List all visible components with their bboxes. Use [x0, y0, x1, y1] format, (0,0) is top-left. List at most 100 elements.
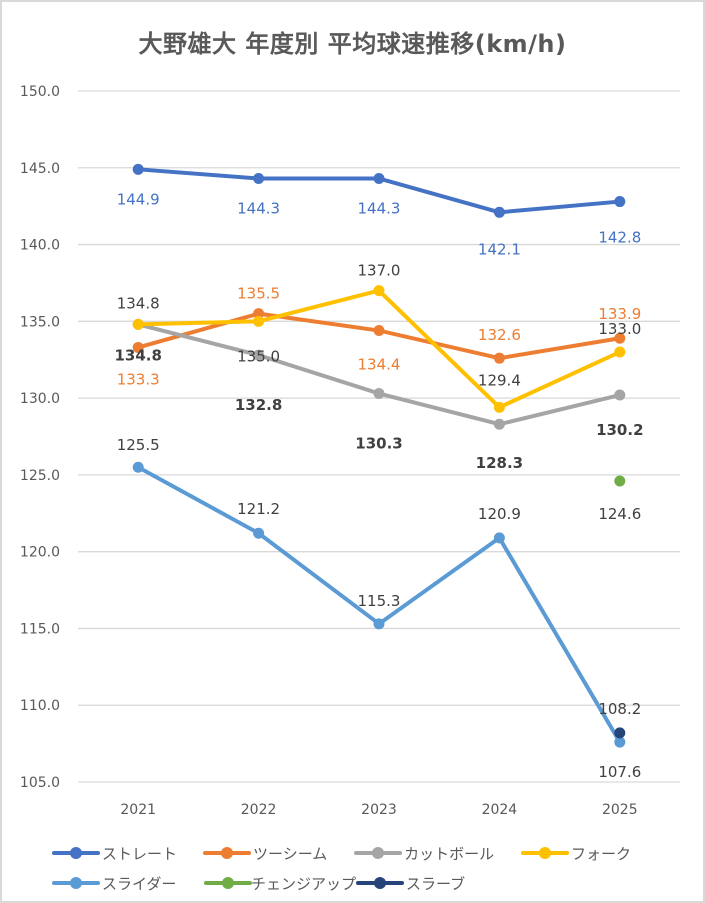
legend-label: スラーブ: [406, 874, 466, 893]
data-point[interactable]: [132, 318, 144, 330]
legend-marker-icon: [354, 846, 403, 860]
legend-label: スライダー: [102, 874, 177, 893]
data-point[interactable]: [493, 206, 505, 218]
series-line-2: [136, 322, 622, 427]
data-point[interactable]: [132, 341, 144, 353]
data-point[interactable]: [253, 349, 265, 361]
legend-marker-icon: [520, 846, 569, 860]
data-point[interactable]: [614, 727, 626, 739]
data-point[interactable]: [614, 332, 626, 344]
chart-title: 大野雄大 年度別 平均球速推移(km/h): [138, 30, 567, 58]
legend-item-cutter[interactable]: カットボール: [354, 843, 521, 864]
x-tick-label: 2023: [361, 802, 397, 818]
y-tick-label: 135.0: [20, 314, 60, 330]
data-label: 120.9: [478, 505, 521, 523]
data-point[interactable]: [493, 532, 505, 544]
legend-label: カットボール: [404, 844, 495, 863]
legend-item-slider[interactable]: スライダー: [52, 873, 204, 894]
data-label: 130.3: [355, 435, 402, 453]
data-label: 144.3: [358, 200, 401, 218]
data-point[interactable]: [373, 388, 385, 400]
gridlines: [78, 90, 680, 783]
data-label: 115.3: [358, 592, 401, 610]
data-point[interactable]: [253, 315, 265, 327]
data-label: 144.3: [237, 200, 280, 218]
data-label: 134.8: [117, 294, 160, 312]
data-label: 130.2: [596, 421, 643, 439]
data-label: 108.2: [598, 700, 641, 718]
data-label: 134.4: [358, 356, 401, 374]
data-label: 142.1: [478, 240, 521, 258]
data-label: 142.8: [598, 229, 641, 247]
legend-item-two-seam[interactable]: ツーシーム: [203, 843, 354, 864]
legend-label: ストレート: [102, 844, 178, 863]
data-point[interactable]: [373, 285, 385, 297]
legend-marker-icon: [52, 876, 100, 890]
data-point[interactable]: [614, 736, 626, 748]
data-point[interactable]: [614, 389, 626, 401]
series-lines: [132, 163, 626, 748]
legend-marker-icon: [203, 846, 252, 860]
x-tick-label: 2022: [241, 802, 277, 818]
data-label: 144.9: [117, 190, 160, 208]
data-point[interactable]: [614, 196, 626, 208]
data-point[interactable]: [373, 325, 385, 337]
data-label: 124.6: [598, 505, 641, 523]
legend-item-straight[interactable]: ストレート: [52, 843, 203, 864]
data-label: 132.6: [478, 326, 521, 344]
y-tick-label: 130.0: [20, 391, 60, 407]
y-tick-label: 125.0: [20, 468, 60, 484]
x-axis-ticks: 2021 2022 2023 2024 2025: [120, 802, 637, 818]
data-point[interactable]: [253, 527, 265, 539]
legend-item-slurve[interactable]: スラーブ: [356, 873, 508, 894]
legend: ストレート ツーシーム カットボール フォーク スライダー チェンジアップ スラ…: [52, 838, 672, 898]
y-tick-label: 115.0: [20, 621, 60, 637]
x-tick-label: 2025: [602, 802, 638, 818]
data-label: 134.8: [114, 346, 161, 364]
data-label: 129.4: [478, 371, 521, 389]
data-label: 135.5: [237, 285, 280, 303]
legend-item-fork[interactable]: フォーク: [520, 843, 672, 864]
data-point[interactable]: [614, 475, 626, 487]
data-point[interactable]: [614, 346, 626, 358]
legend-marker-icon: [356, 876, 404, 890]
y-tick-label: 150.0: [20, 84, 60, 100]
x-tick-label: 2024: [482, 802, 518, 818]
data-label: 121.2: [237, 500, 280, 518]
data-labels: 144.9 144.3 144.3 142.1 142.8 133.3 135.5 134.4…: [114, 190, 643, 781]
data-label: 107.6: [598, 763, 641, 781]
legend-row-2: スライダー チェンジアップ スラーブ: [52, 868, 672, 898]
data-label: 128.3: [476, 454, 523, 472]
data-point[interactable]: [493, 401, 505, 413]
data-point[interactable]: [373, 173, 385, 185]
data-label: 135.0: [237, 347, 280, 365]
legend-item-changeup[interactable]: チェンジアップ: [204, 873, 356, 894]
data-point[interactable]: [373, 618, 385, 630]
legend-row-1: ストレート ツーシーム カットボール フォーク: [52, 838, 672, 868]
data-label: 133.0: [598, 320, 641, 338]
y-tick-label: 120.0: [20, 545, 60, 561]
x-tick-label: 2021: [120, 802, 156, 818]
legend-label: ツーシーム: [253, 844, 328, 863]
data-point[interactable]: [493, 418, 505, 430]
data-label: 132.8: [235, 396, 282, 414]
legend-label: フォーク: [570, 844, 631, 863]
y-axis-ticks: 150.0 145.0 140.0 135.0 130.0 125.0 120.0 115.0…: [20, 84, 60, 791]
legend-marker-icon: [52, 846, 100, 860]
data-label: 133.9: [598, 305, 641, 323]
y-tick-label: 145.0: [20, 161, 60, 177]
data-label: 125.5: [117, 436, 160, 454]
data-label: 137.0: [358, 262, 401, 280]
legend-label: チェンジアップ: [250, 874, 356, 893]
data-point[interactable]: [253, 308, 265, 320]
y-tick-label: 110.0: [20, 698, 60, 714]
data-point[interactable]: [493, 352, 505, 364]
legend-marker-icon: [204, 876, 252, 890]
data-label: 133.3: [117, 370, 160, 388]
data-point[interactable]: [132, 461, 144, 473]
data-point[interactable]: [132, 163, 144, 175]
y-tick-label: 105.0: [20, 775, 60, 791]
data-point[interactable]: [253, 173, 265, 185]
